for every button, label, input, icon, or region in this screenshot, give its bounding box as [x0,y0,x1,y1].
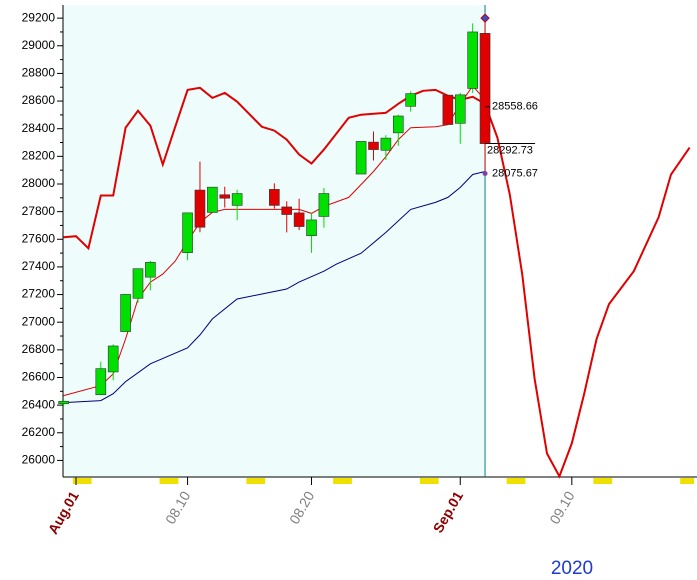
y-tick-label: 27000 [22,314,56,328]
weekend-marker [419,478,439,484]
line [63,86,691,479]
y-tick-label: 29000 [22,38,56,52]
y-tick-label: 28000 [22,176,56,190]
candle-body [145,262,156,278]
candle-body [281,206,293,215]
candle-body [219,194,231,199]
y-tick-label: 26400 [22,397,56,411]
candle-body [58,400,69,405]
x-tick-label: 08.20 [286,488,317,527]
weekend-marker [506,478,526,484]
annotation-point [482,171,488,177]
candle-body [380,137,392,151]
candle-body [355,141,367,175]
plot-background [63,5,486,477]
candle-body [442,94,454,125]
weekend-marker [72,478,92,484]
weekend-marker [246,478,266,484]
candle-body [454,94,466,124]
candle-body [269,189,280,206]
candle-body [132,268,144,299]
year-label: 2020 [551,558,593,579]
y-tick-label: 26800 [22,342,56,356]
candle-body [95,368,107,396]
x-tick-label: 08.10 [162,488,193,527]
y-tick-label: 28200 [22,149,56,163]
annotation-label: 28558.66 [492,101,538,113]
weekend-marker [333,478,352,484]
y-tick-label: 27200 [22,287,56,301]
candle-body [392,115,404,134]
candle-body [293,212,305,227]
x-tick-label: Aug.01 [45,488,82,537]
candle-body [231,193,243,206]
candle-body [318,193,330,217]
y-tick-label: 26200 [22,425,56,439]
weekend-marker [593,478,613,484]
candle-body [467,31,478,89]
candle-body [120,294,131,332]
y-tick-label: 27600 [22,231,56,245]
candle-body [479,33,491,144]
y-tick-label: 27800 [22,204,56,218]
y-tick-label: 28400 [22,121,56,135]
weekend-marker [159,478,179,484]
candle-body [107,345,119,373]
candle-body [368,141,379,150]
y-tick-label: 26600 [22,370,56,384]
x-tick-label: Sep.01 [430,488,467,535]
y-tick-label: 26000 [22,453,56,467]
weekend-marker [680,478,694,484]
y-tick-label: 27400 [22,259,56,273]
y-tick-label: 29200 [22,10,56,24]
candle-body [405,93,416,107]
annotation-label: 28075.67 [492,167,538,179]
y-tick-label: 28600 [22,93,56,107]
line [63,171,486,404]
high-marker [480,13,490,23]
y-tick-label: 28800 [22,66,56,80]
candle-body [194,189,206,228]
annotation-label: 28292.73 [487,144,533,156]
candle-body [306,219,317,236]
x-tick-label: 09.10 [546,488,577,527]
candle-body [207,186,218,213]
candle-body [182,212,193,253]
